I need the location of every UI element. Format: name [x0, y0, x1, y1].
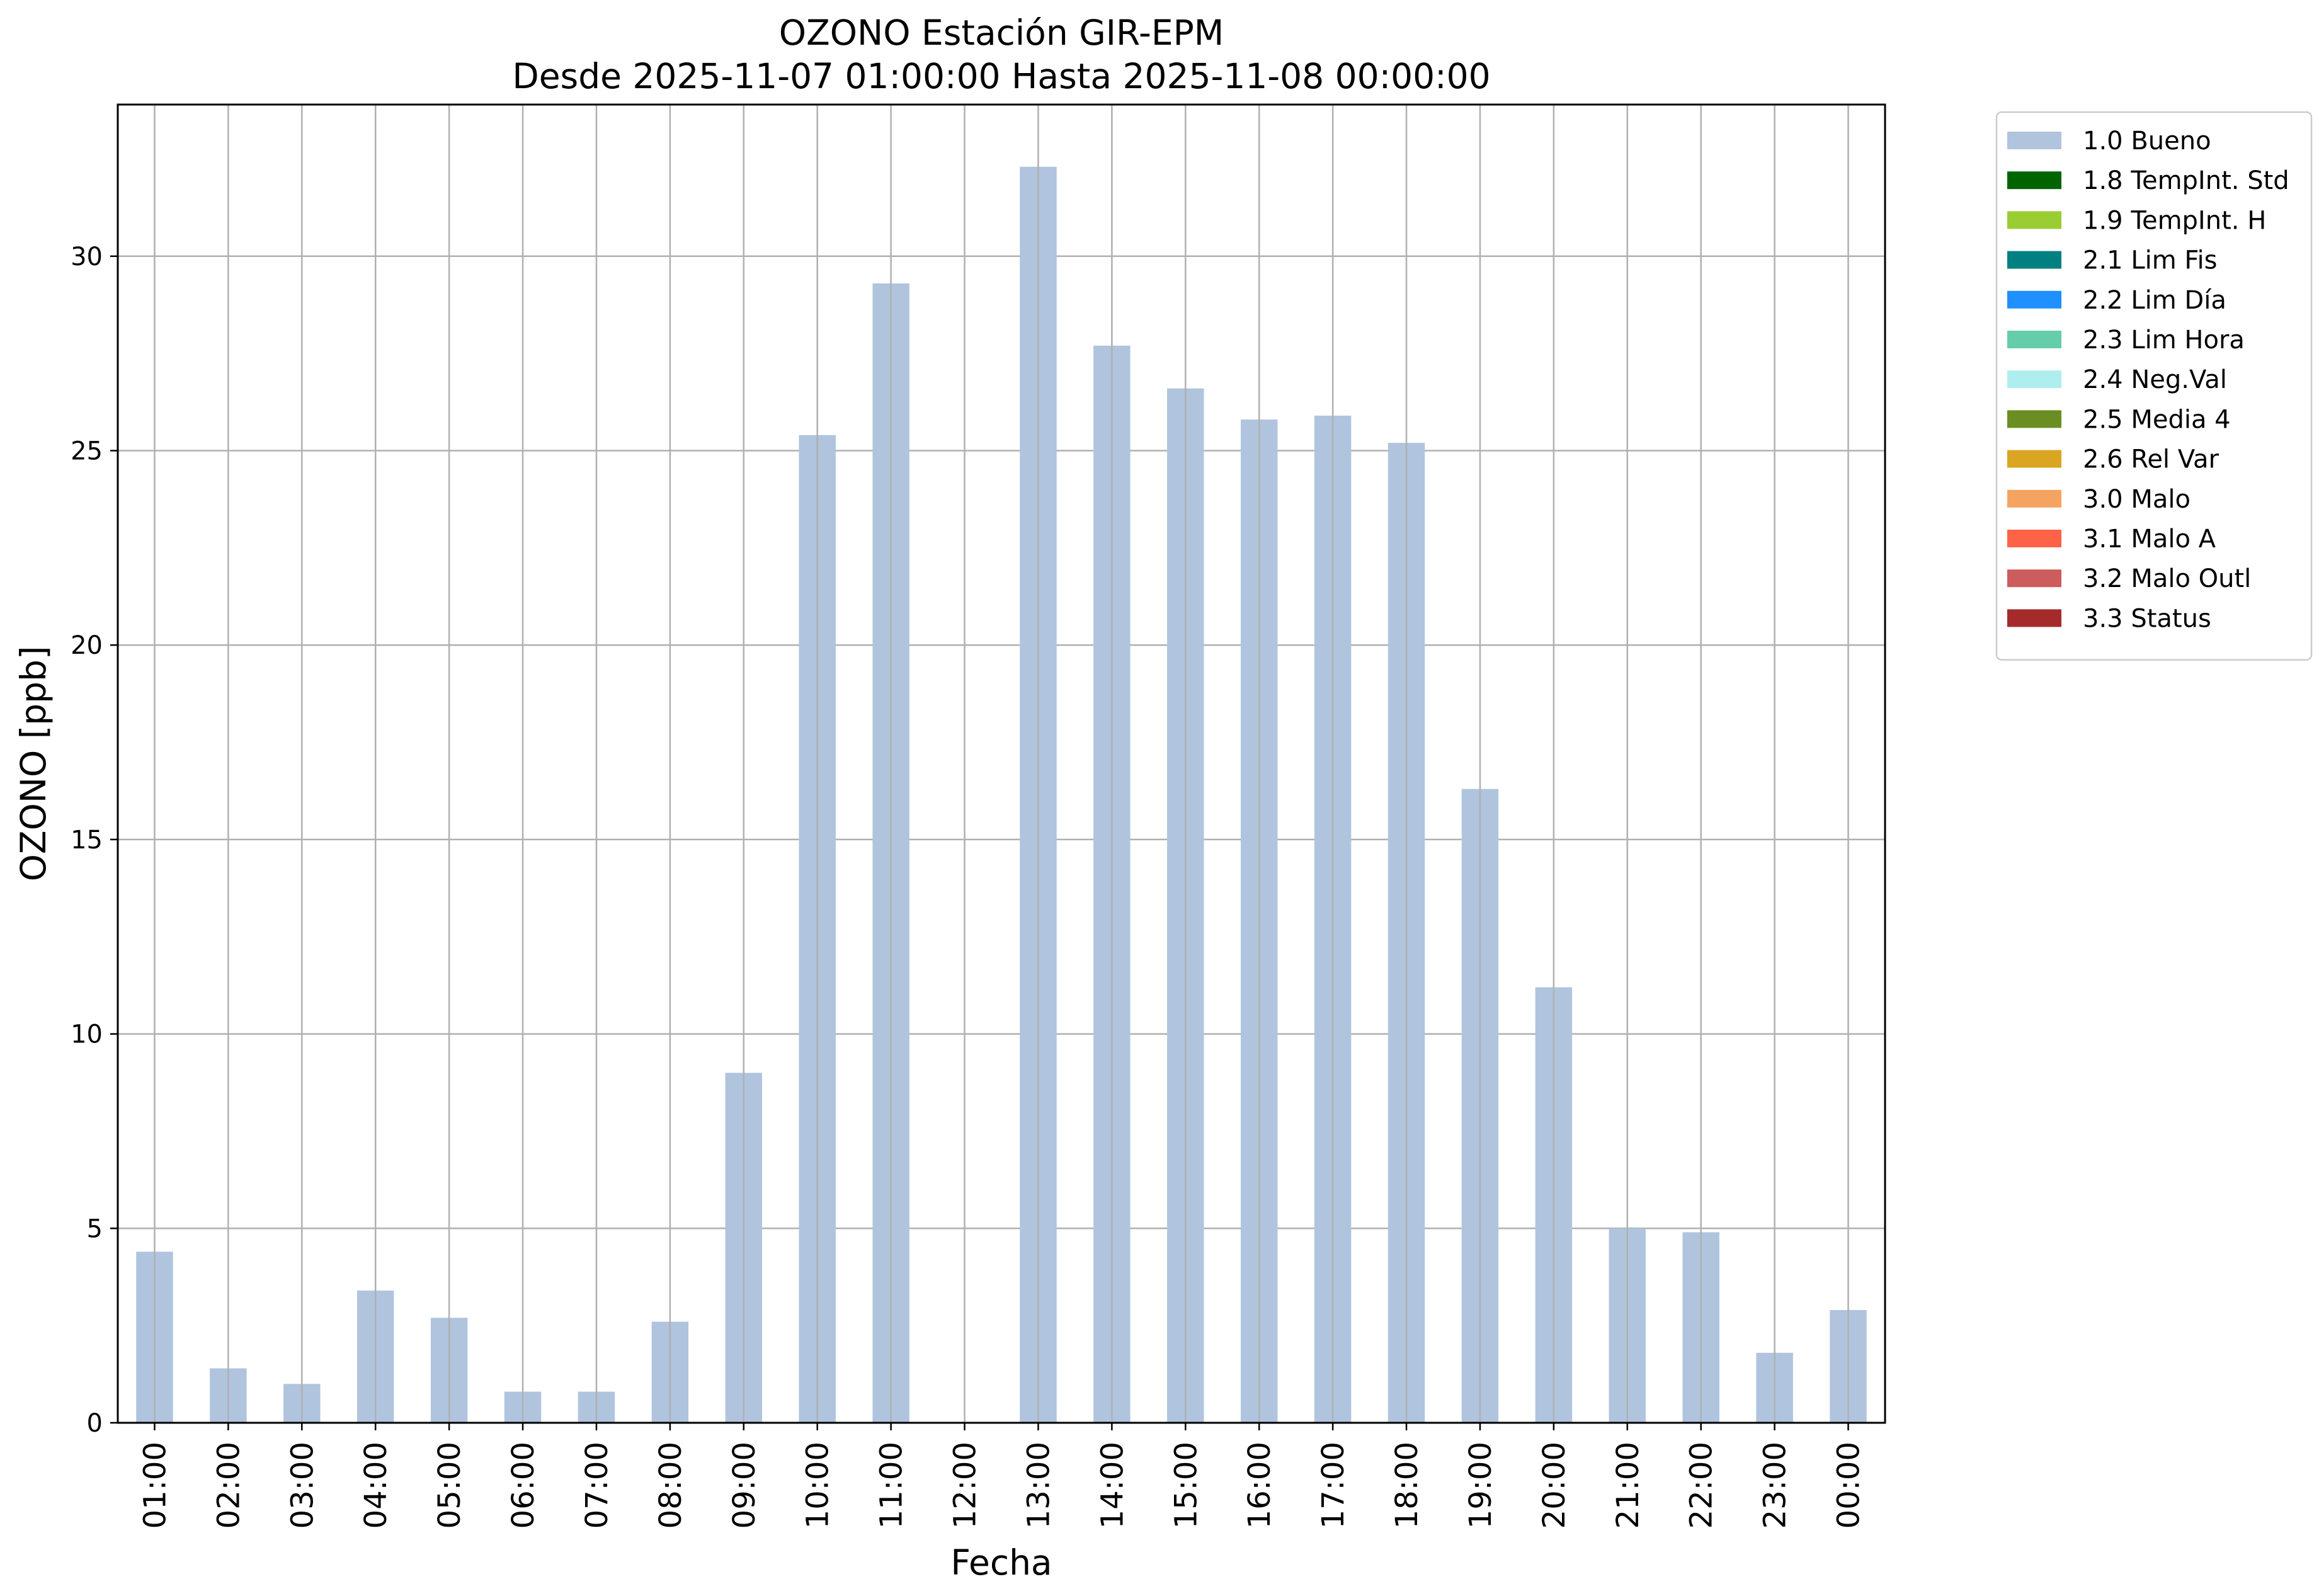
chart-subtitle: Desde 2025-11-07 01:00:00 Hasta 2025-11-… [512, 56, 1490, 96]
plot-frame [117, 103, 1886, 1424]
y-axis: 0 5 10 15 20 25 30 [71, 242, 118, 1438]
legend-label: 3.0 Malo [2083, 485, 2191, 514]
legend-swatch [2007, 171, 2061, 190]
x-tick-label: 19:00 [1463, 1442, 1498, 1529]
legend-swatch [2007, 530, 2061, 547]
legend-label: 3.3 Status [2083, 604, 2211, 633]
y-tick-label: 20 [71, 631, 103, 660]
legend: 1.0 Bueno 1.8 TempInt. Std 1.9 TempInt. H 2… [1995, 111, 2313, 661]
x-tick-label: 20:00 [1537, 1442, 1572, 1529]
legend-label: 1.8 TempInt. Std [2083, 166, 2289, 195]
chart-title: OZONO Estación GIR-EPM [779, 13, 1224, 53]
legend-label: 1.0 Bueno [2083, 127, 2211, 156]
x-tick-label: 01:00 [137, 1442, 173, 1529]
x-tick-label: 15:00 [1168, 1442, 1204, 1529]
legend-swatch [2007, 569, 2061, 588]
x-tick-label: 03:00 [285, 1442, 320, 1529]
legend-swatch [2007, 211, 2061, 229]
x-tick-label: 04:00 [358, 1442, 394, 1529]
x-tick-label: 06:00 [506, 1442, 541, 1529]
x-tick-label: 22:00 [1684, 1442, 1719, 1529]
legend-label: 2.1 Lim Fis [2083, 246, 2217, 275]
x-tick-label: 14:00 [1095, 1442, 1130, 1529]
legend-swatch [2007, 450, 2061, 468]
legend-label: 1.9 TempInt. H [2083, 206, 2266, 235]
x-tick-label: 21:00 [1610, 1442, 1646, 1529]
legend-swatch [2007, 331, 2061, 348]
x-axis-label: Fecha [950, 1542, 1052, 1583]
x-tick-label: 07:00 [579, 1442, 615, 1529]
legend-label: 2.6 Rel Var [2083, 445, 2219, 474]
y-tick-label: 5 [87, 1214, 103, 1243]
legend-label: 2.2 Lim Día [2083, 286, 2226, 315]
y-tick-label: 25 [71, 436, 103, 465]
x-tick-label: 23:00 [1758, 1442, 1793, 1529]
legend-swatch [2007, 370, 2061, 389]
legend-swatch [2007, 609, 2061, 627]
grid [118, 255, 1885, 1424]
y-tick-label: 10 [71, 1020, 103, 1049]
y-tick-label: 30 [71, 242, 103, 271]
legend-label: 3.1 Malo A [2083, 525, 2216, 554]
x-tick-label: 10:00 [801, 1442, 836, 1529]
legend-swatch [2007, 290, 2061, 309]
legend-swatch [2007, 489, 2061, 508]
x-axis: 01:00 02:00 03:00 04:00 05:00 06:00 07:00 08:00… [137, 1423, 1867, 1529]
y-tick-label: 0 [87, 1409, 103, 1438]
legend-swatch [2007, 132, 2061, 149]
legend-frame [1995, 111, 2313, 661]
x-tick-label: 02:00 [211, 1442, 246, 1529]
legend-swatch [2007, 410, 2061, 428]
x-tick-label: 18:00 [1389, 1442, 1425, 1529]
legend-label: 3.2 Malo Outl [2083, 564, 2251, 593]
x-tick-label: 00:00 [1832, 1442, 1867, 1529]
x-tick-label: 05:00 [432, 1442, 467, 1529]
x-tick-label: 11:00 [874, 1442, 909, 1529]
y-tick-label: 15 [71, 826, 103, 855]
legend-label: 2.4 Neg.Val [2083, 365, 2227, 394]
bars [136, 105, 1867, 1423]
x-tick-label: 09:00 [727, 1442, 762, 1529]
x-tick-label: 08:00 [653, 1442, 688, 1529]
x-tick-label: 17:00 [1316, 1442, 1351, 1529]
y-axis-label: OZONO [ppb] [13, 646, 54, 882]
x-tick-label: 16:00 [1242, 1442, 1277, 1529]
legend-swatch [2007, 251, 2061, 269]
legend-label: 2.3 Lim Hora [2083, 326, 2245, 355]
x-tick-label: 12:00 [948, 1442, 983, 1529]
x-tick-label: 13:00 [1021, 1442, 1056, 1529]
legend-label: 2.5 Media 4 [2083, 405, 2231, 434]
